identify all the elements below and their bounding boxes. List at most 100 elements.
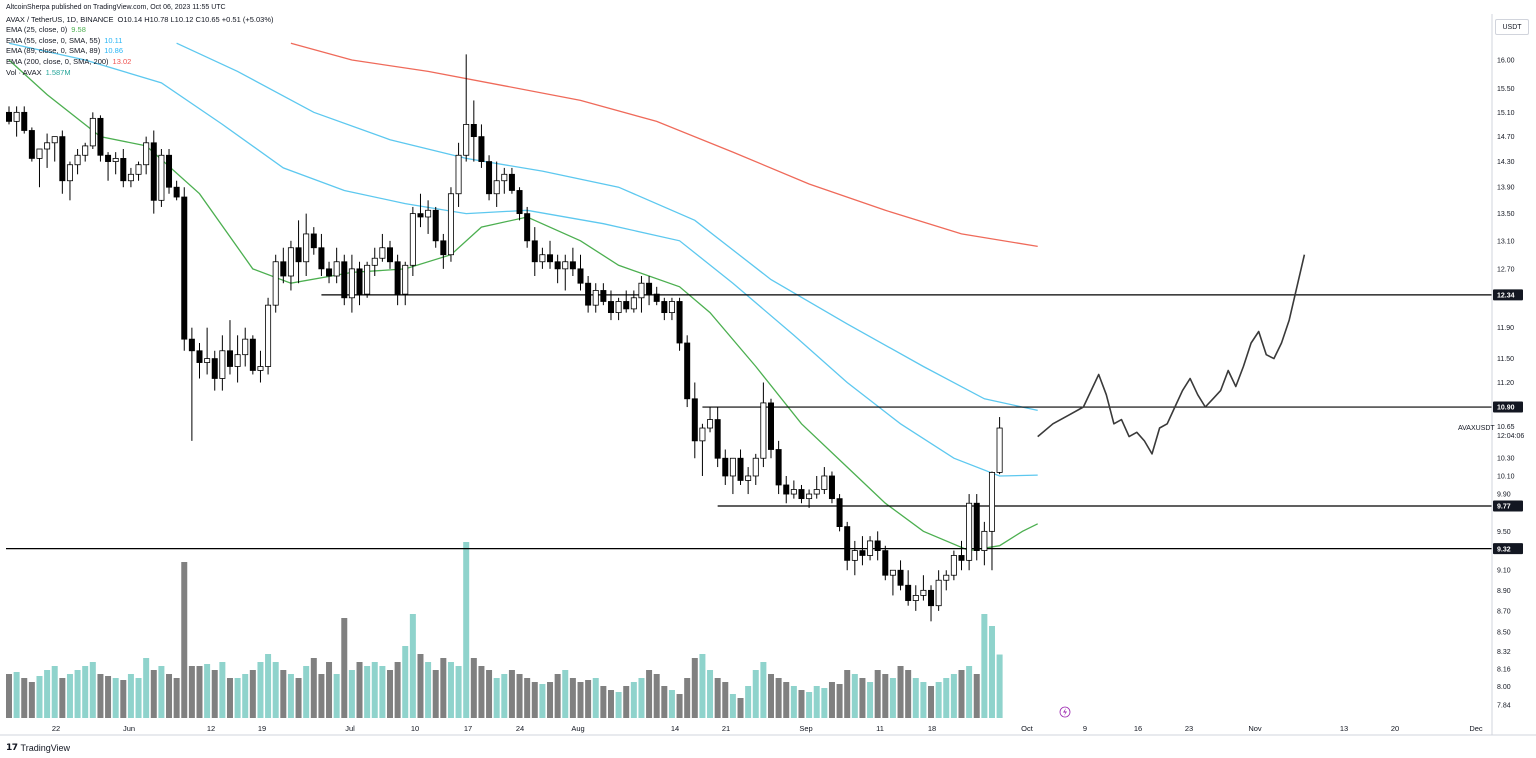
volume-bar [668,690,675,718]
candle-body [272,261,279,306]
candle-body [966,502,973,561]
volume-bar [988,626,995,718]
candle-body [6,111,12,122]
candle-body [44,142,51,150]
candle-body [806,493,813,500]
volume-bar [813,686,820,718]
price-tick-label: 9.10 [1497,568,1511,575]
candle-body [402,264,409,295]
price-tick-label: 9.90 [1497,492,1511,499]
volume-bar [348,670,355,718]
volume-bar [59,678,66,718]
candle-body [859,550,866,556]
time-axis[interactable]: 22 Jun 12 19 Jul 10 17 24 Aug 14 21 Sep 11 18 Oct 9 16 23… [52,724,1483,733]
candle-body [478,136,485,162]
candle-body [173,186,180,198]
volume-bar [676,694,683,718]
volume-bar [219,662,226,718]
price-tick-label: 13.10 [1497,238,1515,245]
volume-bar [547,682,554,718]
price-tick-label: 11.20 [1497,380,1514,387]
time-tick-label: 11 [876,724,884,733]
price-tick-label: 14.30 [1497,159,1515,166]
volume-bar [105,676,112,718]
candle-body [920,589,927,596]
candle-body [280,261,287,277]
candle-body [341,261,348,299]
volume-bar [905,670,912,718]
candle-body [287,247,294,277]
level-tag-bg [1493,401,1523,413]
candle-body [135,164,142,175]
volume-bar [646,670,653,718]
candle-body [691,398,698,442]
candle-body [554,261,561,270]
volume-bar [729,694,736,718]
time-tick-label: 19 [258,724,266,733]
price-tick-label: 12.70 [1497,266,1515,273]
volume-bar [966,666,973,718]
lightning-icon[interactable] [1059,706,1071,718]
candle-body [166,154,173,188]
volume-bar [943,678,950,718]
candle-body [28,130,35,159]
volume-bar [295,678,302,718]
volume-bar [21,678,28,718]
candle-body [211,358,218,379]
candle-body [386,247,393,263]
legend-vol-label[interactable]: Vol · AVAX [6,67,42,77]
volume-bar [51,666,58,718]
candle-body [714,419,721,459]
volume-bars [6,542,1003,718]
volume-bar [226,678,233,718]
level-tag-label: 12.34 [1497,293,1515,300]
candle-body [249,338,256,371]
level-tag-bg [1493,500,1523,512]
volume-bar [981,614,988,718]
price-tick-label: 8.00 [1497,684,1511,691]
candle-body [752,457,759,477]
volume-bar [272,662,279,718]
candle-body [745,475,752,481]
volume-bar [181,562,188,718]
volume-bar [318,674,325,718]
time-tick-label: Sep [799,724,812,733]
volume-bar [562,670,569,718]
tradingview-footer[interactable]: 𝟭𝟳 TradingView [6,742,70,753]
volume-bar [158,666,165,718]
volume-bar [806,692,813,718]
volume-bar [889,678,896,718]
volume-bar [493,678,500,718]
candle-body [768,402,775,450]
candle-body [105,154,112,162]
symbol-title[interactable]: AVAX / TetherUS, 1D, BINANCE [6,14,114,24]
candle-body [889,569,896,576]
volume-bar [615,692,622,718]
legend-vol-value: 1.587M [45,67,71,77]
currency-button[interactable]: USDT [1495,19,1529,35]
legend-ema25-label[interactable]: EMA (25, close, 0) [6,25,68,35]
price-tick-label: 7.84 [1497,703,1511,710]
time-tick-label: 13 [1340,724,1348,733]
candle-body [630,297,637,310]
volume-bar [661,686,668,718]
volume-bar [387,670,393,718]
projection-path [1037,254,1306,455]
candle-body [729,457,736,477]
candle-body [74,154,81,166]
legend-ema200-label[interactable]: EMA (200, close, 0, SMA, 200) [6,56,109,66]
last-price-label: 10.65 [1497,424,1515,431]
price-scale[interactable]: 16.00 15.50 15.10 14.70 14.30 13.90 13.50 13.10… [1497,58,1515,710]
candle-body [988,471,995,532]
candle-body [143,142,150,166]
candle-body [470,124,477,138]
volume-bar [341,618,348,718]
candle-body [356,268,363,295]
legend-ema55-label[interactable]: EMA (55, close, 0, SMA, 55) [6,35,101,45]
legend-ema89-label[interactable]: EMA (89, close, 0, SMA, 89) [6,46,101,56]
price-tick-label: 15.50 [1497,86,1515,93]
volume-bar [516,674,523,718]
volume-bar [486,670,493,718]
level-tag-bg [1493,289,1523,301]
